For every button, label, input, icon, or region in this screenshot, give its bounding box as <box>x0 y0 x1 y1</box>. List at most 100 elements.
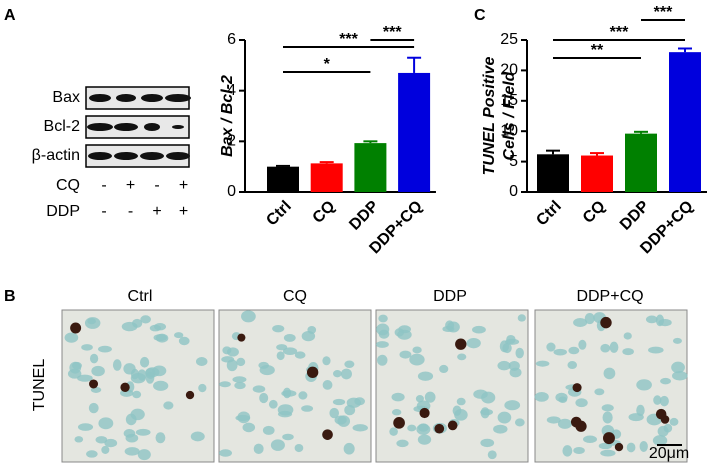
nucleus <box>195 357 208 366</box>
nucleus <box>497 360 511 371</box>
apoptotic-nucleus <box>603 432 615 445</box>
nucleus <box>104 438 118 448</box>
nucleus <box>399 350 412 359</box>
y-axis-label: Cells / Field <box>501 70 518 160</box>
blot-band <box>114 123 138 131</box>
significance-label: *** <box>654 4 673 21</box>
column-label: DDP+CQ <box>576 288 643 305</box>
nucleus <box>232 376 247 383</box>
nucleus <box>190 431 205 442</box>
blot-band <box>172 125 184 129</box>
nucleus <box>272 324 285 333</box>
bar <box>669 52 701 192</box>
x-tick-label: CQ <box>310 198 339 227</box>
blot-band <box>141 94 163 102</box>
nucleus <box>282 387 292 399</box>
nucleus <box>628 413 644 422</box>
nucleus <box>241 310 256 323</box>
column-label: DDP <box>433 288 467 305</box>
treatment-mark: + <box>179 203 188 220</box>
nucleus <box>124 447 140 456</box>
x-tick-label: Ctrl <box>263 198 295 230</box>
nucleus <box>98 417 114 430</box>
nucleus <box>416 400 431 412</box>
bar <box>267 166 299 192</box>
nucleus <box>301 405 314 412</box>
nucleus <box>149 324 161 332</box>
nucleus <box>659 395 669 407</box>
nucleus <box>416 423 431 435</box>
y-axis-label: Bax / Bcl-2 <box>219 75 236 157</box>
nucleus <box>234 381 246 390</box>
nucleus <box>95 436 108 444</box>
nucleus <box>480 407 490 419</box>
nucleus <box>135 428 151 436</box>
nucleus <box>480 438 495 448</box>
nucleus <box>415 395 424 403</box>
nucleus <box>259 392 269 404</box>
blot-band <box>87 123 113 131</box>
nucleus <box>145 371 155 384</box>
nucleus <box>219 449 233 457</box>
treatment-mark: + <box>126 177 135 194</box>
nucleus <box>87 318 96 325</box>
apoptotic-nucleus <box>434 423 445 434</box>
y-axis-label: TUNEL Positive <box>481 56 498 175</box>
nucleus <box>505 338 520 345</box>
y-tick-label: 0 <box>227 183 236 200</box>
nucleus <box>163 401 174 410</box>
treatment-label: DDP <box>46 203 80 220</box>
nucleus <box>178 336 190 346</box>
nucleus <box>140 315 151 324</box>
nucleus <box>636 379 652 391</box>
nucleus <box>137 449 151 461</box>
nucleus <box>64 332 79 343</box>
nucleus <box>558 396 568 403</box>
nucleus <box>236 357 246 367</box>
nucleus <box>626 442 636 453</box>
nucleus <box>352 424 368 432</box>
apoptotic-nucleus <box>655 408 667 420</box>
nucleus <box>473 389 488 399</box>
nucleus <box>553 348 568 356</box>
nucleus <box>583 435 597 444</box>
nucleus <box>609 341 619 353</box>
treatment-mark: + <box>179 177 188 194</box>
nucleus <box>333 370 342 378</box>
y-tick-label: 20 <box>500 62 518 79</box>
nucleus <box>391 409 402 416</box>
nucleus <box>332 398 346 406</box>
apoptotic-nucleus <box>70 322 82 334</box>
nucleus <box>283 333 296 342</box>
blot-label: Bcl-2 <box>44 118 81 135</box>
nucleus <box>655 314 665 327</box>
significance-label: *** <box>383 24 402 41</box>
nucleus <box>375 341 389 348</box>
nucleus <box>88 402 99 414</box>
panel-label: C <box>474 7 486 24</box>
apoptotic-nucleus <box>419 407 430 419</box>
nucleus <box>276 344 288 351</box>
x-tick-label: Ctrl <box>533 198 565 230</box>
nucleus <box>417 371 434 381</box>
bar <box>310 163 343 192</box>
significance-label: *** <box>610 24 629 41</box>
nucleus <box>237 411 251 424</box>
nucleus <box>125 433 139 443</box>
panel-label: A <box>4 7 16 24</box>
nucleus <box>276 351 285 361</box>
significance-label: * <box>324 56 331 73</box>
nucleus <box>466 338 481 349</box>
nucleus <box>546 342 556 352</box>
nucleus <box>378 314 388 323</box>
blot-band <box>116 94 136 102</box>
apoptotic-nucleus <box>600 316 612 329</box>
x-tick-label: CQ <box>580 198 609 227</box>
nucleus <box>294 443 304 453</box>
bar <box>581 155 613 192</box>
nucleus <box>557 418 572 429</box>
micrograph <box>61 309 215 463</box>
treatment-label: CQ <box>56 177 80 194</box>
